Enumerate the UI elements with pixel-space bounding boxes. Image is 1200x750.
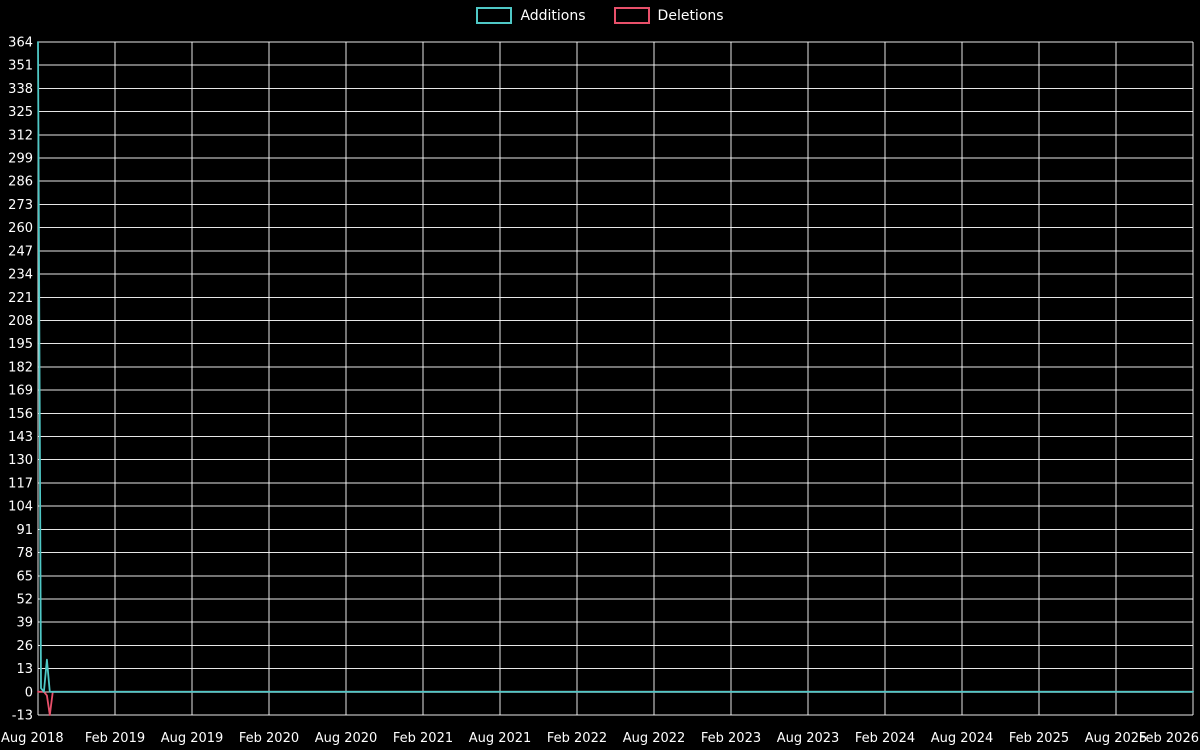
x-axis-tick-label: Aug 2024 [931, 731, 994, 746]
y-axis-tick-label: 286 [8, 175, 33, 190]
x-axis-tick-label: Aug 2018 [1, 731, 64, 746]
y-axis-tick-label: 182 [8, 360, 33, 375]
x-axis-tick-label: Feb 2019 [85, 731, 145, 746]
x-axis-tick-label: Feb 2020 [239, 731, 299, 746]
y-axis-tick-label: 338 [8, 82, 33, 97]
x-axis-tick-label: Aug 2021 [469, 731, 532, 746]
x-axis-tick-label: Feb 2025 [1009, 731, 1069, 746]
y-axis-tick-label: 39 [16, 616, 33, 631]
x-axis-tick-label: Aug 2025 [1085, 731, 1148, 746]
x-axis-tick-label: Feb 2021 [393, 731, 453, 746]
additions-swatch [476, 7, 513, 24]
y-axis-tick-label: 234 [8, 268, 33, 283]
y-axis-tick-label: 156 [8, 407, 33, 422]
y-axis-tick-label: 65 [16, 569, 33, 584]
x-axis-tick-label: Feb 2022 [547, 731, 607, 746]
deletions-swatch [613, 7, 650, 24]
y-axis-tick-label: 26 [16, 639, 33, 654]
y-axis-tick-label: 299 [8, 152, 33, 167]
y-axis-tick-label: 364 [8, 36, 33, 51]
y-axis-tick-label: 351 [8, 59, 33, 74]
y-axis-tick-label: 273 [8, 198, 33, 213]
legend-item-deletions[interactable]: Deletions [613, 7, 724, 24]
series-additions-line [37, 41, 1194, 693]
x-axis-tick-label: Feb 2024 [855, 731, 915, 746]
x-axis-tick-label: Aug 2023 [777, 731, 840, 746]
chart-legend: Additions Deletions [0, 7, 1200, 24]
deletions-legend-label: Deletions [657, 7, 724, 24]
y-axis-tick-label: 130 [8, 453, 33, 468]
y-axis-tick-label: 78 [16, 546, 33, 561]
y-axis-tick-label: -13 [12, 709, 33, 724]
legend-item-additions[interactable]: Additions [476, 7, 586, 24]
y-axis-tick-label: 117 [8, 476, 33, 491]
x-axis-tick-label: Feb 2026 [1139, 731, 1199, 746]
series-deletions-line [37, 690, 1194, 716]
y-axis-tick-label: 312 [8, 128, 33, 143]
y-axis-tick-label: 195 [8, 337, 33, 352]
y-axis-tick-label: 104 [8, 500, 33, 515]
y-axis-tick-label: 52 [16, 593, 33, 608]
y-axis-tick-label: 143 [8, 430, 33, 445]
x-axis-tick-label: Aug 2020 [315, 731, 378, 746]
y-axis-tick-label: 91 [16, 523, 33, 538]
y-axis-tick-label: 0 [25, 685, 33, 700]
y-axis-tick-label: 260 [8, 221, 33, 236]
y-axis-tick-label: 13 [16, 662, 33, 677]
x-axis-tick-label: Aug 2019 [161, 731, 224, 746]
additions-legend-label: Additions [520, 7, 586, 24]
y-axis-tick-label: 221 [8, 291, 33, 306]
x-axis-tick-label: Feb 2023 [701, 731, 761, 746]
y-axis-tick-label: 247 [8, 244, 33, 259]
y-axis-tick-label: 325 [8, 105, 33, 120]
y-axis-tick-label: 169 [8, 384, 33, 399]
y-axis-tick-label: 208 [8, 314, 33, 329]
x-axis-tick-label: Aug 2022 [623, 731, 686, 746]
